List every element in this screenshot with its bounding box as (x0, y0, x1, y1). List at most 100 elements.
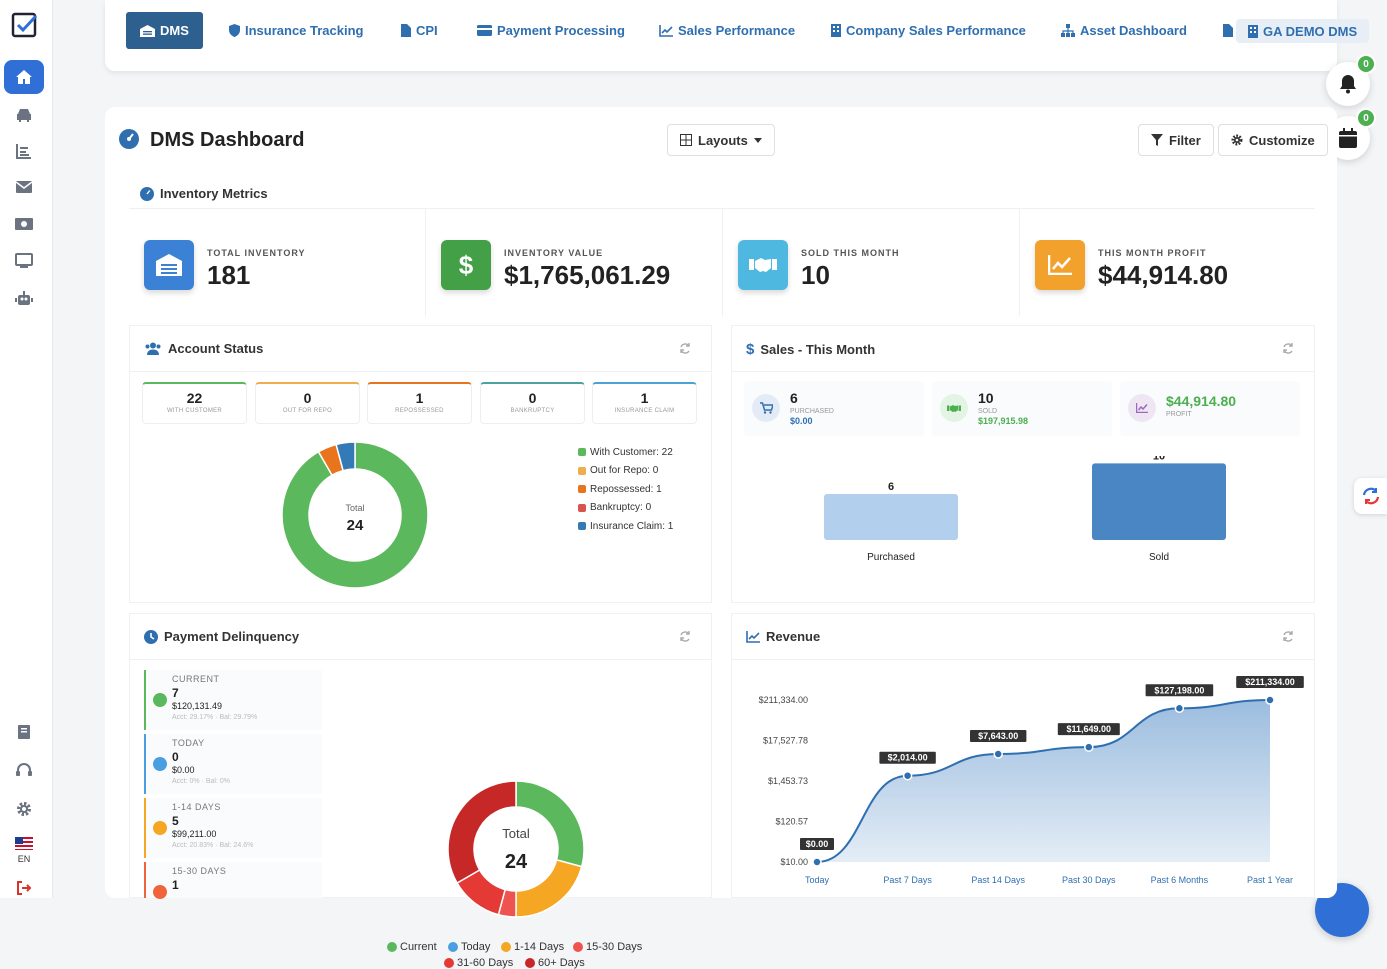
sidebar-item-payments[interactable] (4, 207, 44, 241)
legend-label: Today (461, 941, 491, 953)
tab-insurance-tracking[interactable]: Insurance Tracking (229, 12, 364, 49)
delinquency-share: Acct: 29.17% · Bal: 29.79% (172, 714, 258, 721)
delinquency-share: Acct: 0% · Bal: 0% (172, 778, 230, 785)
legend-item: Current (387, 941, 437, 953)
legend-label: Current (400, 941, 437, 953)
x-tick-label: Past 14 Days (971, 875, 1025, 885)
stat-repossessed: 1 REPOSSESSED (367, 382, 472, 424)
delinquency-share: Acct: 20.83% · Bal: 24.6% (172, 842, 254, 849)
headset-icon (16, 763, 32, 776)
sidebar-item-automation[interactable] (4, 282, 44, 316)
us-flag-icon[interactable] (15, 837, 33, 850)
donut-slice[interactable] (335, 441, 356, 472)
sync-widget-button[interactable] (1354, 478, 1387, 514)
calendar-icon (1339, 128, 1357, 148)
tab-label: Sales Performance (678, 23, 796, 38)
refresh-icon[interactable] (1282, 342, 1294, 354)
point-label-bg (879, 751, 936, 764)
point-value-label: $7,643.00 (978, 731, 1018, 741)
point-value-label: $11,649.00 (1067, 724, 1112, 734)
donut-slice[interactable] (281, 441, 429, 589)
tab-label: Company Sales Performance (846, 23, 1026, 38)
metric-this-month-profit: THIS MONTH PROFIT $44,914.80 (1020, 209, 1317, 316)
metric-value: $44,914.80 (1098, 260, 1229, 290)
gear-icon (17, 802, 31, 816)
legend-label: Insurance Claim: 1 (590, 520, 674, 532)
tab-sales-performance[interactable]: Sales Performance (659, 12, 795, 49)
y-tick-label: $120.57 (775, 817, 808, 827)
tab-payment-processing[interactable]: Payment Processing (477, 12, 625, 49)
revenue-heading: Revenue (746, 629, 820, 644)
tab-company-sales-performance[interactable]: Company Sales Performance (831, 12, 1026, 49)
revenue-point[interactable] (812, 857, 822, 867)
notifications-button[interactable]: 0 (1326, 54, 1376, 106)
legend-item: Repossessed: 1 (578, 480, 673, 499)
checklist-logo-icon (11, 12, 38, 38)
list-chart-icon (16, 144, 31, 159)
filter-icon (1151, 134, 1163, 146)
section-title: Payment Delinquency (164, 629, 300, 644)
account-status-heading: Account Status (144, 341, 263, 356)
stat-value: 22 (186, 390, 203, 406)
revenue-card: Revenue $10.00 $120.57 $1,453.73 $17,527.78… (731, 613, 1315, 898)
summary-label: PROFIT (1166, 411, 1192, 418)
legend-label: Bankruptcy: 0 (590, 502, 652, 514)
tab-dms[interactable]: DMS (126, 12, 203, 49)
layouts-dropdown[interactable]: Layouts (667, 124, 775, 156)
refresh-icon[interactable] (1282, 630, 1294, 642)
legend-item: Bankruptcy: 0 (578, 499, 673, 518)
users-icon (145, 342, 161, 355)
sidebar-item-messages[interactable] (4, 170, 44, 204)
sidebar-item-support[interactable] (4, 753, 44, 787)
metric-value: 181 (207, 260, 251, 290)
tab-cpi[interactable]: CPI (401, 12, 438, 49)
sales-profit-summary: $44,914.80 PROFIT (1120, 381, 1300, 436)
bar-value-label: 6 (888, 481, 894, 493)
refresh-icon[interactable] (679, 342, 691, 354)
sidebar-item-settings[interactable] (4, 792, 44, 826)
metric-inventory-value: $ INVENTORY VALUE $1,765,061.29 (426, 209, 723, 316)
bar[interactable] (1092, 463, 1226, 540)
sidebar-item-vehicles[interactable] (4, 98, 44, 132)
revenue-point[interactable] (993, 749, 1003, 759)
tab-asset-dashboard[interactable]: Asset Dashboard (1061, 12, 1187, 49)
delinquency-amount: $0.00 (172, 765, 195, 775)
sidebar-item-docs[interactable] (4, 715, 44, 749)
revenue-point[interactable] (902, 770, 913, 781)
donut-slice[interactable] (447, 780, 517, 885)
refresh-icon[interactable] (679, 630, 691, 642)
summary-label: SOLD (978, 408, 998, 415)
sidebar-item-reports[interactable] (4, 134, 44, 168)
legend-item: With Customer: 22 (578, 443, 673, 462)
revenue-point[interactable] (1265, 695, 1275, 705)
stat-with-customer: 22 WITH CUSTOMER (142, 382, 247, 424)
filter-button[interactable]: Filter (1138, 124, 1214, 156)
file-icon[interactable] (1223, 24, 1233, 37)
delinquency-count: 1 (172, 878, 179, 892)
stat-label: REPOSSESSED (395, 408, 444, 414)
donut-total-value: 24 (347, 517, 364, 534)
x-tick-label: Past 6 Months (1151, 875, 1209, 885)
delinquency-donut-chart: Total 24 (447, 780, 585, 918)
tab-label: Asset Dashboard (1080, 23, 1187, 38)
logout-icon (17, 881, 32, 895)
customize-button[interactable]: Customize (1218, 124, 1328, 156)
bar[interactable] (824, 494, 958, 540)
home-icon (16, 70, 32, 84)
metric-sold-this-month: SOLD THIS MONTH 10 (723, 209, 1020, 316)
x-tick-label: Past 30 Days (1062, 875, 1116, 885)
sidebar-item-display[interactable] (4, 244, 44, 278)
filter-label: Filter (1169, 132, 1201, 148)
revenue-point[interactable] (1174, 703, 1185, 714)
sidebar-item-home[interactable] (4, 60, 44, 94)
account-status-donut-chart: Total 24 (281, 441, 429, 589)
summary-value: 10 (978, 390, 994, 406)
money-icon (15, 218, 33, 230)
legend-label: 60+ Days (538, 957, 585, 969)
top-tab-bar: DMS Insurance Tracking CPI Payment Proce… (105, 0, 1370, 71)
building-icon (831, 24, 841, 37)
tab-ga-demo-dms[interactable]: GA DEMO DMS (1236, 19, 1370, 43)
sidebar-item-logout[interactable] (4, 878, 44, 898)
delinquency-label: CURRENT (172, 674, 220, 684)
revenue-point[interactable] (1084, 742, 1094, 752)
